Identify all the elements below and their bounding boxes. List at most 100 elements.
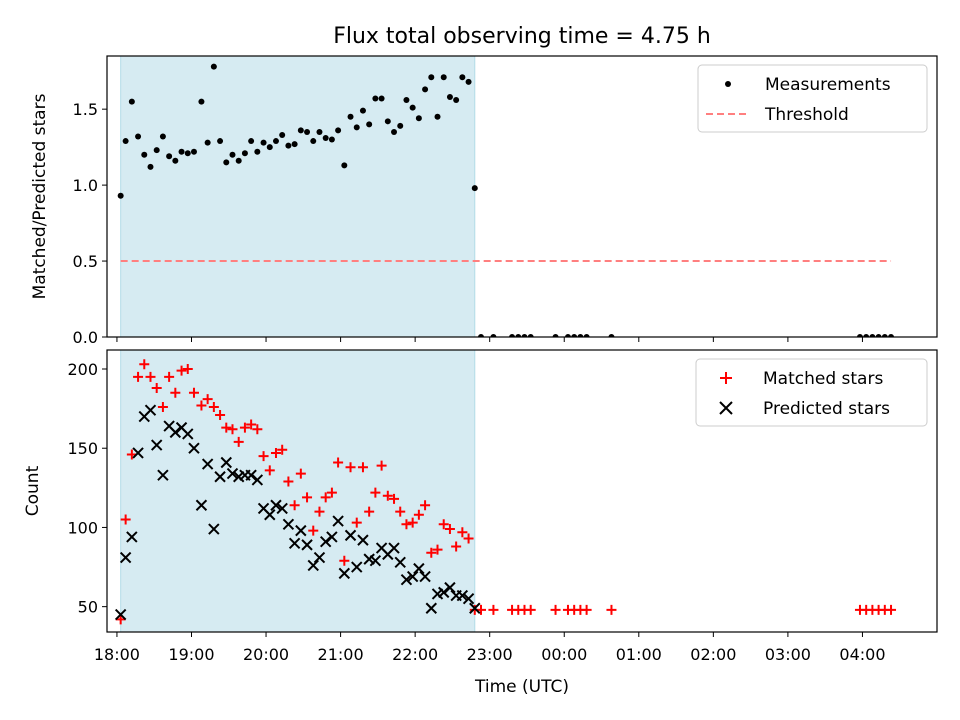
measurement-point — [260, 139, 267, 146]
y-axis-label: Matched/Predicted stars — [30, 93, 50, 299]
matched-star-point — [202, 394, 213, 405]
x-tick-label: 21:00 — [318, 645, 364, 664]
matched-star-point — [351, 517, 362, 528]
measurement-point — [198, 98, 205, 105]
x-tick-label: 01:00 — [616, 645, 662, 664]
matched-star-point — [376, 460, 387, 471]
legend-matched-swatch — [720, 372, 732, 384]
predicted-star-point — [313, 551, 326, 564]
measurement-point — [856, 334, 863, 337]
measurement-point — [328, 136, 335, 143]
predicted-star-point — [438, 586, 450, 599]
matched-star-point — [581, 604, 592, 615]
matched-star-point — [333, 457, 344, 468]
matched-star-point — [420, 500, 431, 511]
predicted-star-point — [344, 529, 357, 542]
matched-star-point — [145, 371, 156, 382]
measurement-point — [204, 139, 211, 146]
measurement-point — [217, 138, 224, 145]
matched-star-point — [308, 525, 319, 536]
observing-window-shade — [120, 55, 476, 338]
matched-star-point — [438, 519, 449, 530]
matched-star-point — [525, 604, 536, 615]
matched-star-point — [326, 487, 337, 498]
predicted-star-point — [201, 458, 214, 470]
measurement-point — [141, 151, 148, 158]
measurement-point — [178, 148, 185, 155]
measurement-point — [440, 74, 447, 81]
predicted-star-point — [114, 608, 127, 621]
measurement-point — [241, 150, 248, 157]
matched-star-point — [227, 424, 238, 435]
predicted-star-point — [326, 531, 338, 543]
matched-star-point — [208, 402, 219, 413]
measurement-point — [304, 128, 311, 135]
predicted-star-point — [338, 567, 351, 580]
measurement-point — [863, 334, 870, 337]
measurement-point — [341, 162, 348, 169]
measurement-point — [384, 118, 391, 125]
predicted-star-point — [351, 561, 363, 573]
measurement-point — [608, 334, 615, 337]
measurement-point — [577, 334, 584, 337]
measurement-point — [310, 138, 317, 145]
legend-box — [695, 358, 928, 427]
matched-star-point — [320, 492, 331, 503]
measurement-point — [391, 128, 398, 135]
count-panel: 50 100 150 200 18:00 19:00 20:00 21:00 22:00 23:0… — [23, 349, 938, 697]
matched-star-point — [139, 359, 150, 370]
legend-label: Predicted stars — [763, 399, 890, 419]
predicted-star-point — [319, 535, 332, 548]
matched-star-point — [188, 387, 199, 398]
matched-star-point — [215, 409, 226, 420]
matched-star-point — [196, 400, 207, 411]
measurement-point — [279, 131, 286, 138]
matched-star-point — [289, 500, 300, 511]
axes-frame — [106, 349, 938, 633]
measurement-point — [235, 157, 242, 164]
matched-star-point — [606, 604, 617, 615]
legend-label: Matched stars — [763, 369, 883, 389]
measurement-point — [869, 334, 876, 337]
measurement-point — [128, 98, 135, 105]
predicted-star-point — [444, 581, 456, 594]
measurement-point — [415, 115, 422, 122]
matched-star-point — [176, 365, 187, 376]
measurement-point — [453, 97, 460, 104]
predicted-star-point — [332, 515, 344, 527]
matched-star-point — [407, 517, 418, 528]
y-tick-label: 100 — [67, 518, 98, 537]
measurement-point — [515, 334, 522, 337]
matched-star-point — [239, 422, 250, 433]
predicted-star-point — [288, 537, 301, 549]
matched-star-point — [277, 444, 288, 455]
measurement-point — [147, 163, 154, 170]
measurement-point — [229, 151, 236, 158]
measurement-point — [428, 74, 435, 81]
measurement-point — [291, 141, 298, 148]
predicted-star-point — [425, 602, 438, 614]
measurement-point — [254, 148, 261, 155]
measurement-point — [372, 95, 379, 102]
measurement-point — [434, 113, 441, 120]
y-tick-label: 0.0 — [73, 328, 98, 347]
predicted-star-point — [388, 542, 400, 554]
predicted-star-point — [419, 570, 431, 583]
predicted-star-point — [144, 404, 157, 416]
measurement-point — [564, 334, 571, 337]
predicted-star-point — [245, 469, 257, 481]
matched-star-point — [157, 402, 168, 413]
predicted-star-point — [126, 531, 138, 543]
matched-star-point — [120, 514, 131, 525]
predicted-star-point — [469, 602, 481, 614]
matched-star-point — [264, 465, 275, 476]
predicted-star-point — [220, 456, 232, 469]
legend: Measurements Threshold — [697, 64, 928, 133]
measurement-point — [409, 104, 416, 111]
plot-area — [114, 359, 897, 625]
matched-star-point — [221, 422, 232, 433]
x-tick-label: 03:00 — [765, 645, 811, 664]
matched-star-point — [170, 387, 181, 398]
legend-label: Threshold — [764, 105, 849, 125]
